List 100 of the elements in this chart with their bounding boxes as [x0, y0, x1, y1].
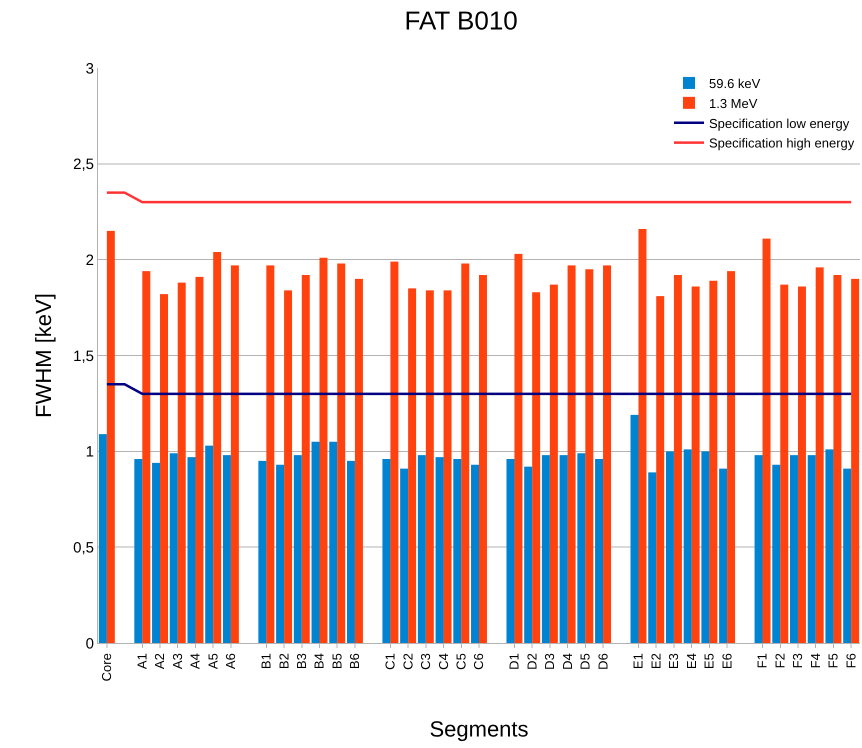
bar	[684, 449, 692, 643]
bar	[152, 462, 160, 643]
y-tick-label: 1	[86, 444, 94, 461]
x-tick-label: F1	[754, 653, 770, 668]
x-tick-label: A6	[223, 653, 238, 670]
bar	[701, 451, 710, 643]
x-tick-label: E1	[630, 653, 646, 670]
x-tick-label: F6	[843, 653, 858, 668]
bar	[542, 455, 550, 643]
bar	[825, 449, 834, 643]
bar	[312, 442, 320, 643]
x-tick-label: C3	[418, 653, 434, 670]
bar	[808, 455, 816, 643]
bar	[266, 265, 274, 643]
x-tick-label: C2	[400, 653, 416, 670]
bar	[772, 464, 780, 643]
bar	[426, 290, 434, 643]
bar	[294, 455, 302, 643]
x-tick-label: B3	[294, 653, 310, 670]
x-tick-label: E5	[702, 653, 717, 670]
bar	[178, 282, 186, 643]
x-tick-label: D4	[560, 653, 575, 670]
x-tick-label: A5	[205, 653, 220, 670]
bar	[577, 453, 586, 643]
bar	[195, 276, 204, 643]
x-tick-label: D1	[506, 653, 522, 670]
bar	[302, 275, 310, 643]
bar	[506, 459, 514, 643]
bar	[320, 258, 328, 643]
bar	[603, 265, 612, 643]
x-tick-label: C1	[382, 653, 398, 670]
legend-label: Specification low energy	[709, 116, 850, 131]
bar	[568, 265, 576, 643]
bar	[444, 290, 452, 643]
bar	[276, 464, 284, 643]
legend-label: 1.3 MeV	[709, 96, 758, 111]
bar	[585, 269, 594, 643]
x-tick-label: E3	[666, 653, 682, 670]
y-tick-label: 0,5	[73, 539, 94, 556]
bar	[205, 446, 214, 643]
chart-title: FAT B010	[404, 5, 518, 36]
bar	[514, 254, 522, 643]
x-axis-title: Segments	[429, 716, 529, 742]
bar	[471, 464, 479, 643]
x-tick-label: E2	[648, 653, 664, 670]
bar	[222, 455, 231, 643]
bar	[754, 455, 763, 643]
bar	[453, 459, 462, 643]
bar	[780, 284, 788, 643]
bar	[400, 468, 408, 643]
bar	[354, 278, 363, 643]
x-tick-label: F4	[808, 653, 823, 668]
bar	[816, 267, 824, 643]
x-tick-label: D2	[524, 653, 540, 670]
bar	[436, 457, 444, 643]
bar	[709, 280, 718, 643]
x-tick-label: F3	[790, 653, 806, 668]
legend-label: 59.6 keV	[709, 76, 761, 92]
x-tick-label: D6	[595, 653, 610, 670]
bar	[337, 264, 346, 643]
bar	[719, 468, 728, 643]
y-tick-label: 1,5	[73, 348, 94, 365]
x-tick-label: A3	[170, 653, 185, 670]
bar	[134, 459, 142, 643]
legend-label: Specification high energy	[709, 136, 855, 151]
x-tick-label: E6	[719, 653, 734, 670]
x-tick-label: A4	[188, 653, 203, 670]
bar	[329, 442, 338, 643]
bar	[284, 290, 292, 643]
bar	[843, 468, 852, 643]
bar	[98, 434, 107, 643]
x-tick-label: B5	[329, 653, 344, 670]
bar	[762, 238, 771, 643]
x-tick-label: F2	[772, 653, 788, 668]
bar	[656, 296, 664, 643]
bar	[258, 460, 266, 643]
x-tick-label: B4	[312, 653, 327, 670]
y-tick-label: 0	[86, 635, 94, 652]
bar	[479, 275, 487, 643]
bar	[408, 288, 416, 643]
x-tick-label: D5	[578, 653, 593, 670]
x-tick-label: B1	[258, 653, 274, 670]
bar	[170, 453, 178, 643]
bar	[727, 271, 736, 643]
x-tick-label: Core	[99, 653, 114, 682]
x-tick-label: E4	[684, 653, 699, 670]
bar	[692, 286, 700, 643]
bar	[230, 265, 239, 643]
bar	[595, 459, 604, 643]
bar	[532, 292, 540, 643]
bar	[790, 455, 798, 643]
bar	[106, 230, 115, 643]
bar	[550, 284, 558, 643]
bar	[666, 451, 674, 643]
bar	[560, 455, 568, 643]
bar	[390, 262, 398, 643]
x-tick-label: F5	[826, 653, 841, 668]
bar	[346, 460, 355, 643]
bar	[630, 414, 638, 643]
bar	[674, 275, 682, 643]
